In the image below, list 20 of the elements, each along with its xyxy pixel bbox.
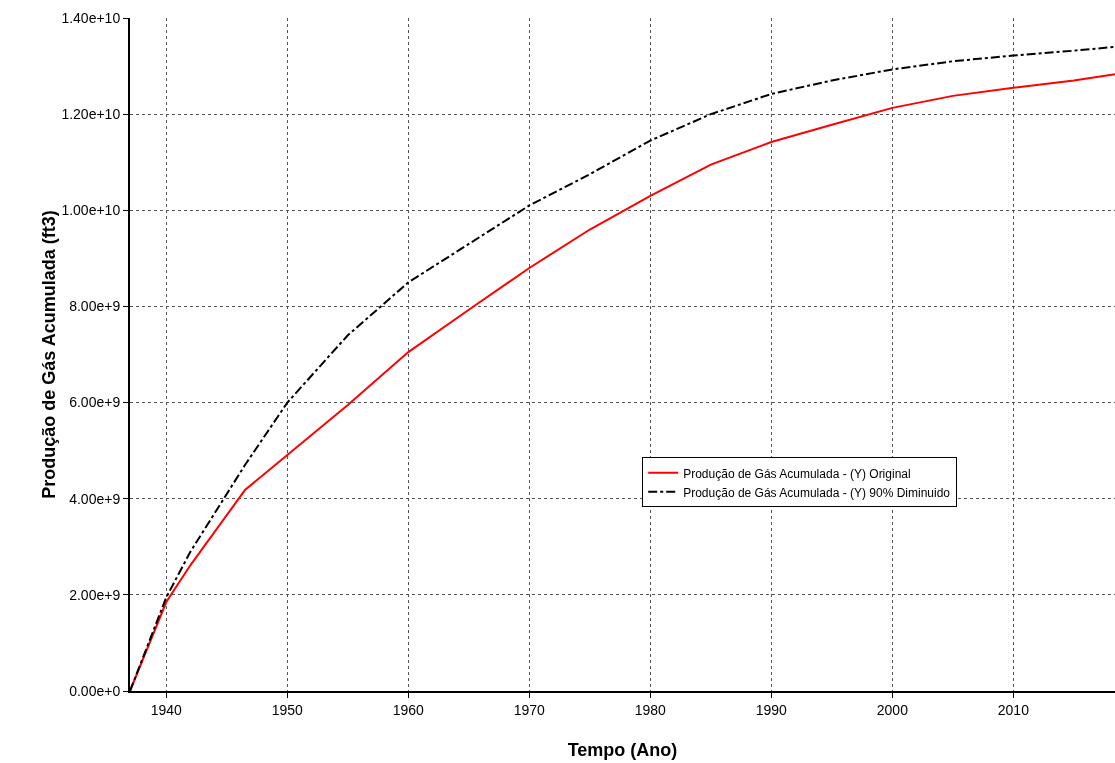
y-tick-label: 6.00e+9 [69, 394, 121, 411]
y-tick-label: 1.20e+10 [61, 106, 121, 123]
x-tick-label: 1940 [150, 701, 183, 718]
x-tick-label: 1980 [634, 701, 667, 718]
x-tick-label: 1950 [271, 701, 304, 718]
y-tick-label: 4.00e+9 [69, 490, 121, 507]
x-tick-label: 1970 [513, 701, 546, 718]
y-axis-title: Produção de Gás Acumulada (ft3) [39, 210, 60, 499]
legend-label: Produção de Gás Acumulada - (Y) Original [683, 466, 911, 481]
x-tick-label: 1990 [755, 701, 788, 718]
y-tick-label: 1.40e+10 [61, 9, 121, 26]
y-tick-label: 8.00e+9 [69, 298, 121, 315]
y-tick-label: 1.00e+10 [61, 202, 121, 219]
legend-label: Produção de Gás Acumulada - (Y) 90% Diminuido [683, 485, 951, 500]
y-tick-label: 0.00e+0 [69, 682, 121, 699]
y-tick-label: 2.00e+9 [69, 586, 121, 603]
x-tick-label: 2000 [876, 701, 909, 718]
x-tick-label: 2010 [997, 701, 1030, 718]
x-tick-label: 1960 [392, 701, 425, 718]
x-axis-title: Tempo (Ano) [567, 740, 678, 760]
